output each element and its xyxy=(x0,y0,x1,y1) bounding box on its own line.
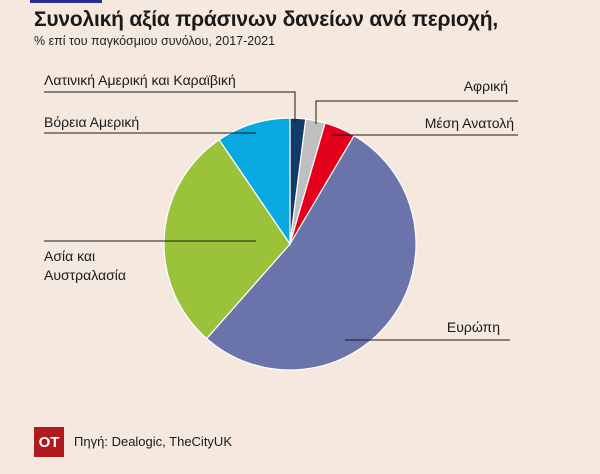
pie-slice-asia-australasia xyxy=(163,138,291,340)
leader-line-latin-america xyxy=(44,91,296,122)
source-note: Πηγή: Dealogic, TheCityUK xyxy=(74,434,232,449)
leader-line-africa xyxy=(315,100,518,124)
slice-label-africa: Αφρική xyxy=(464,78,508,94)
slice-label-europe: Ευρώπη xyxy=(447,319,500,335)
leader-lines xyxy=(44,91,518,341)
pie-slice-north-america xyxy=(218,117,291,246)
pie-slice-europe xyxy=(205,134,417,371)
ot-logo: ΟΤ xyxy=(34,427,64,457)
pie-chart: Λατινική Αμερική και Καραϊβική Αφρική Μέση… xyxy=(44,72,518,371)
chart-subtitle: % επί του παγκόσμιου συνόλου, 2017-2021 xyxy=(34,34,276,48)
slice-label-north-america: Βόρεια Αμερική xyxy=(44,114,139,130)
chart-title: Συνολική αξία πράσινων δανείων ανά περιο… xyxy=(34,8,498,31)
slice-label-latin-america: Λατινική Αμερική και Καραϊβική xyxy=(44,72,236,88)
top-accent-rule xyxy=(30,0,102,3)
slice-label-middle-east: Μέση Ανατολή xyxy=(425,115,514,131)
pie-slices xyxy=(163,117,417,371)
slice-labels: Λατινική Αμερική και Καραϊβική Αφρική Μέση… xyxy=(44,72,514,335)
slice-label-asia-australasia: Ασία και Αυστραλασία xyxy=(44,248,126,283)
